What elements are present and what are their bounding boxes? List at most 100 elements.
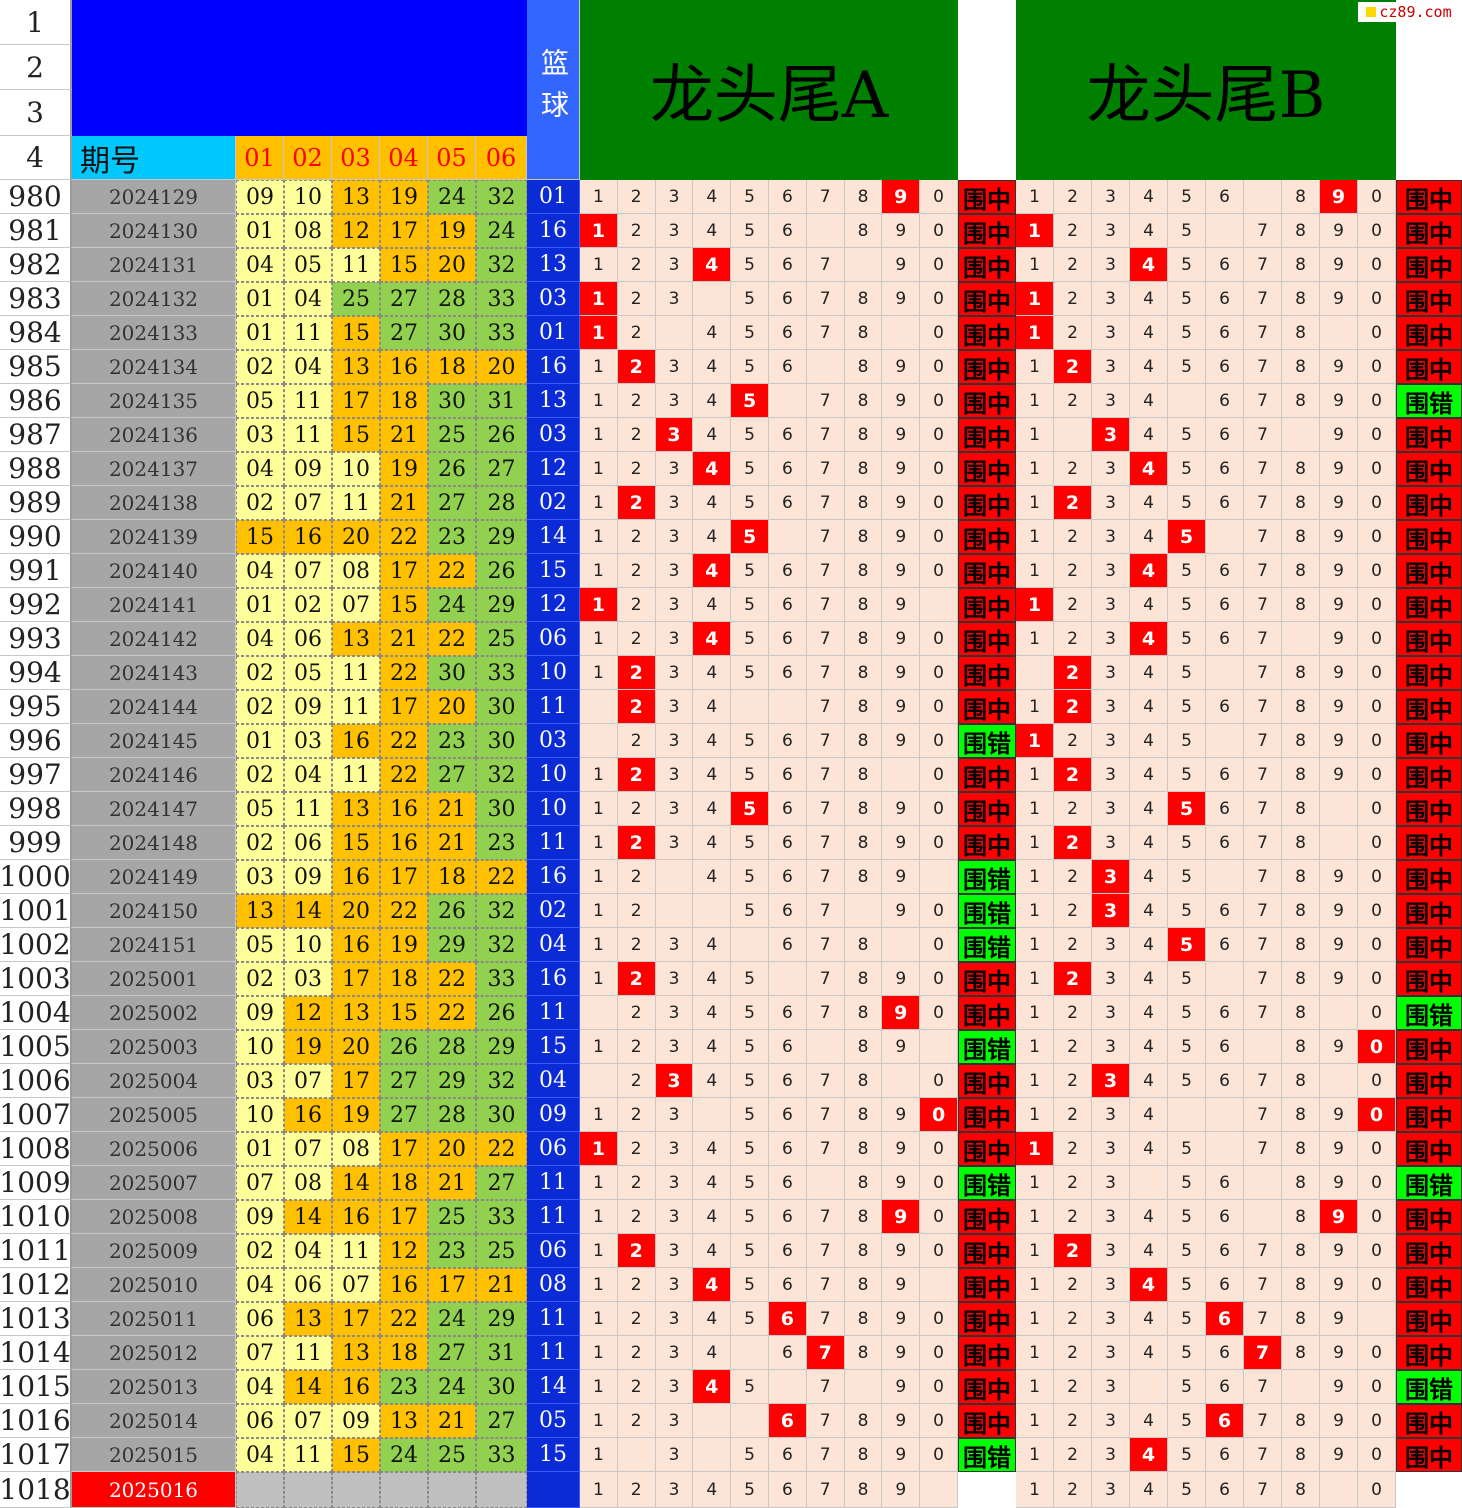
digit: 5 — [731, 1030, 769, 1064]
digit: 7 — [1244, 1404, 1282, 1438]
blue-number: 03 — [527, 418, 580, 452]
result: 围错 — [958, 1438, 1016, 1472]
digit: 7 — [806, 1200, 845, 1234]
result: 围中 — [1396, 622, 1462, 656]
digit: 7 — [1244, 1438, 1282, 1472]
number: 21 — [428, 826, 476, 860]
digit: 9 — [882, 452, 921, 486]
digit: 4 — [693, 724, 732, 758]
digit: 1 — [580, 860, 618, 894]
number: 16 — [332, 1370, 380, 1404]
digit: 2 — [617, 282, 656, 316]
number: 15 — [332, 1438, 380, 1472]
digit — [1358, 1302, 1396, 1336]
digit: 9 — [882, 282, 921, 316]
digit: 6 — [769, 1132, 807, 1166]
digit: 5 — [1168, 1030, 1206, 1064]
digit: 9 — [882, 622, 921, 656]
row-number: 991 — [0, 554, 72, 588]
result: 围错 — [958, 860, 1016, 894]
digit: 5 — [1168, 1438, 1206, 1472]
row-number: 1018 — [0, 1472, 72, 1508]
number: 20 — [332, 1030, 380, 1064]
digit: 6 — [769, 1268, 807, 1302]
number: 17 — [380, 554, 428, 588]
number: 21 — [380, 486, 428, 520]
digit: 7 — [1244, 1064, 1282, 1098]
digit: 6 — [1206, 554, 1244, 588]
digit: 1 — [1016, 1302, 1054, 1336]
digit: 8 — [1282, 826, 1320, 860]
digit: 4 — [693, 1030, 732, 1064]
number-header: 04 — [380, 136, 428, 180]
digit: 4 — [1130, 384, 1168, 418]
hit-digit: 4 — [1130, 622, 1168, 656]
number: 26 — [476, 418, 527, 452]
digit: 8 — [844, 1166, 883, 1200]
digit — [882, 758, 921, 792]
digit: 9 — [882, 962, 921, 996]
period: 2025001 — [72, 962, 236, 996]
digit: 7 — [806, 962, 845, 996]
digit: 8 — [1282, 860, 1320, 894]
digit: 0 — [1358, 1438, 1396, 1472]
result: 围中 — [958, 1268, 1016, 1302]
digit: 8 — [1282, 588, 1320, 622]
result: 围中 — [1396, 486, 1462, 520]
digit: 7 — [1244, 486, 1282, 520]
number: 03 — [284, 724, 332, 758]
hit-digit: 1 — [1016, 214, 1054, 248]
result: 围中 — [1396, 282, 1462, 316]
result: 围中 — [1396, 452, 1462, 486]
digit: 9 — [1320, 1030, 1358, 1064]
digit: 5 — [1168, 1064, 1206, 1098]
digit: 3 — [1092, 724, 1130, 758]
digit: 5 — [731, 1064, 769, 1098]
digit: 0 — [920, 1132, 958, 1166]
digit: 7 — [806, 452, 845, 486]
digit: 2 — [1054, 928, 1092, 962]
digit: 6 — [1206, 486, 1244, 520]
digit: 8 — [1282, 894, 1320, 928]
blue-number: 11 — [527, 1200, 580, 1234]
digit: 5 — [1168, 826, 1206, 860]
digit: 4 — [693, 1234, 732, 1268]
hit-digit: 2 — [1054, 758, 1092, 792]
digit: 1 — [580, 1234, 618, 1268]
digit: 3 — [655, 1370, 694, 1404]
digit: 4 — [1130, 350, 1168, 384]
number: 03 — [236, 1064, 284, 1098]
digit: 8 — [1282, 282, 1320, 316]
digit: 4 — [1130, 486, 1168, 520]
digit: 1 — [580, 962, 618, 996]
number: 19 — [380, 180, 428, 214]
digit: 8 — [844, 282, 883, 316]
digit: 3 — [655, 1336, 694, 1370]
digit: 4 — [1130, 928, 1168, 962]
digit: 0 — [1358, 1472, 1396, 1508]
period: 2025002 — [72, 996, 236, 1030]
result: 围错 — [958, 928, 1016, 962]
number: 29 — [476, 520, 527, 554]
result: 围中 — [958, 384, 1016, 418]
digit: 3 — [655, 588, 694, 622]
digit — [1282, 418, 1320, 452]
digit: 9 — [882, 826, 921, 860]
digit: 4 — [1130, 418, 1168, 452]
digit: 8 — [844, 622, 883, 656]
number: 14 — [284, 894, 332, 928]
result: 围中 — [958, 1098, 1016, 1132]
number: 20 — [428, 1132, 476, 1166]
digit: 1 — [580, 452, 618, 486]
number: 03 — [236, 418, 284, 452]
group-a-header: 龙头尾A — [580, 0, 958, 180]
digit: 1 — [1016, 894, 1054, 928]
hit-digit: 7 — [1244, 1336, 1282, 1370]
digit: 7 — [1244, 996, 1282, 1030]
digit: 8 — [844, 180, 883, 214]
digit — [1206, 1098, 1244, 1132]
digit — [731, 928, 769, 962]
number: 13 — [332, 180, 380, 214]
digit: 9 — [882, 350, 921, 384]
result: 围中 — [1396, 758, 1462, 792]
